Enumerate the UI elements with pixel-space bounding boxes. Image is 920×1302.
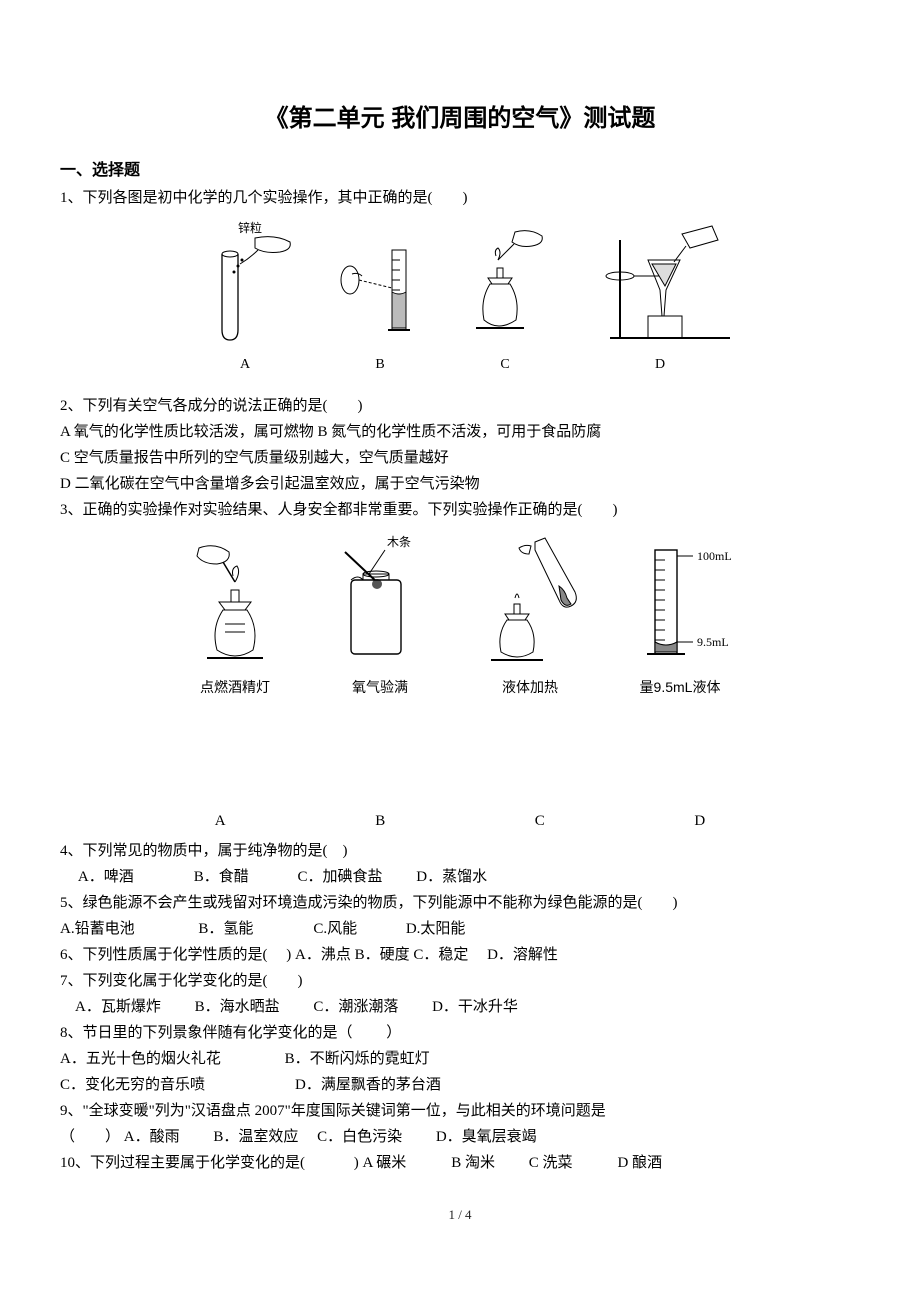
fig1-d-letter: D xyxy=(655,354,665,376)
q8-stem: 8、节日里的下列景象伴随有化学变化的是（ ） xyxy=(60,1021,860,1045)
measure-liquid-icon: 100mL 9.5mL xyxy=(615,532,745,672)
burner-ignite-icon xyxy=(175,532,295,672)
fig3-letter-d: D xyxy=(694,809,705,833)
fig1-a: 锌粒 A xyxy=(180,220,310,376)
q7-opts: A．瓦斯爆炸 B．海水晒盐 C．潮涨潮落 D．干冰升华 xyxy=(60,995,860,1019)
fig3-letter-a: A xyxy=(215,809,226,833)
fig3-a-caption: 点燃酒精灯 xyxy=(200,676,270,698)
fig3-a: 点燃酒精灯 xyxy=(175,532,295,698)
section-heading-1: 一、选择题 xyxy=(60,158,860,184)
fig3-d-bottom: 9.5mL xyxy=(697,635,729,649)
fig3-b: 木条 氧气验满 xyxy=(315,532,445,698)
q10-line: 10、下列过程主要属于化学变化的是( ) A 碾米 B 淘米 C 洗菜 D 酿酒 xyxy=(60,1151,860,1175)
q2-opt-c: C 空气质量报告中所列的空气质量级别越大，空气质量越好 xyxy=(60,446,860,470)
fig3-letter-c: C xyxy=(535,809,545,833)
q2-opt-d: D 二氧化碳在空气中含量增多会引起温室效应，属于空气污染物 xyxy=(60,472,860,496)
cylinder-reading-icon xyxy=(330,220,430,350)
page-footer: 1 / 4 xyxy=(60,1205,860,1226)
fig3-c: 液体加热 xyxy=(465,532,595,698)
svg-text:木条: 木条 xyxy=(387,535,411,549)
fig3-d-top: 100mL xyxy=(697,549,732,563)
fig3-letters: A B C D xyxy=(140,809,780,833)
fig3-d-caption: 量9.5mL液体 xyxy=(640,676,721,698)
fig3-d: 100mL 9.5mL 量9.5mL液体 xyxy=(615,532,745,698)
q3-figures: 点燃酒精灯 木条 氧气验满 液体加热 xyxy=(60,532,860,698)
fig1-b: B xyxy=(330,220,430,376)
oxygen-test-icon: 木条 xyxy=(315,532,445,672)
fig1-d: D xyxy=(580,220,740,376)
q4-opts: A．啤酒 B．食醋 C．加碘食盐 D．蒸馏水 xyxy=(60,865,860,889)
q9-stem: 9、"全球变暖"列为"汉语盘点 2007"年度国际关键词第一位，与此相关的环境问… xyxy=(60,1099,860,1123)
q1-stem: 1、下列各图是初中化学的几个实验操作，其中正确的是( ) xyxy=(60,186,860,210)
fig3-b-caption: 氧气验满 xyxy=(352,676,408,698)
q8-line2: C．变化无穷的音乐喷 D．满屋飘香的茅台酒 xyxy=(60,1073,860,1097)
q3-stem: 3、正确的实验操作对实验结果、人身安全都非常重要。下列实验操作正确的是( ) xyxy=(60,498,860,522)
q9-opts: （ ） A．酸雨 B．温室效应 C．白色污染 D．臭氧层衰竭 xyxy=(60,1125,860,1149)
q5-stem: 5、绿色能源不会产生或残留对环境造成污染的物质，下列能源中不能称为绿色能源的是(… xyxy=(60,891,860,915)
fig1-a-letter: A xyxy=(240,354,250,376)
fig1-c-letter: C xyxy=(500,354,509,376)
heating-liquid-icon xyxy=(465,532,595,672)
q1-figures: 锌粒 A B xyxy=(60,220,860,376)
fig1-a-label: 锌粒 xyxy=(238,220,262,235)
filtration-icon xyxy=(580,220,740,350)
q4-stem: 4、下列常见的物质中，属于纯净物的是( ) xyxy=(60,839,860,863)
q2-opt-ab: A 氧气的化学性质比较活泼，属可燃物 B 氮气的化学性质不活泼，可用于食品防腐 xyxy=(60,420,860,444)
q7-stem: 7、下列变化属于化学变化的是( ) xyxy=(60,969,860,993)
light-burner-icon xyxy=(450,220,560,350)
fig1-c: C xyxy=(450,220,560,376)
q6-line: 6、下列性质属于化学性质的是( ) A．沸点 B．硬度 C．稳定 D．溶解性 xyxy=(60,943,860,967)
q5-opts: A.铅蓄电池 B．氢能 C.风能 D.太阳能 xyxy=(60,917,860,941)
q8-line1: A．五光十色的烟火礼花 B．不断闪烁的霓虹灯 xyxy=(60,1047,860,1071)
fig3-c-caption: 液体加热 xyxy=(502,676,558,698)
fig3-letter-b: B xyxy=(375,809,385,833)
page-title: 《第二单元 我们周围的空气》测试题 xyxy=(60,100,860,138)
q2-stem: 2、下列有关空气各成分的说法正确的是( ) xyxy=(60,394,860,418)
zinc-tube-icon: 锌粒 xyxy=(180,220,310,350)
fig1-b-letter: B xyxy=(375,354,384,376)
